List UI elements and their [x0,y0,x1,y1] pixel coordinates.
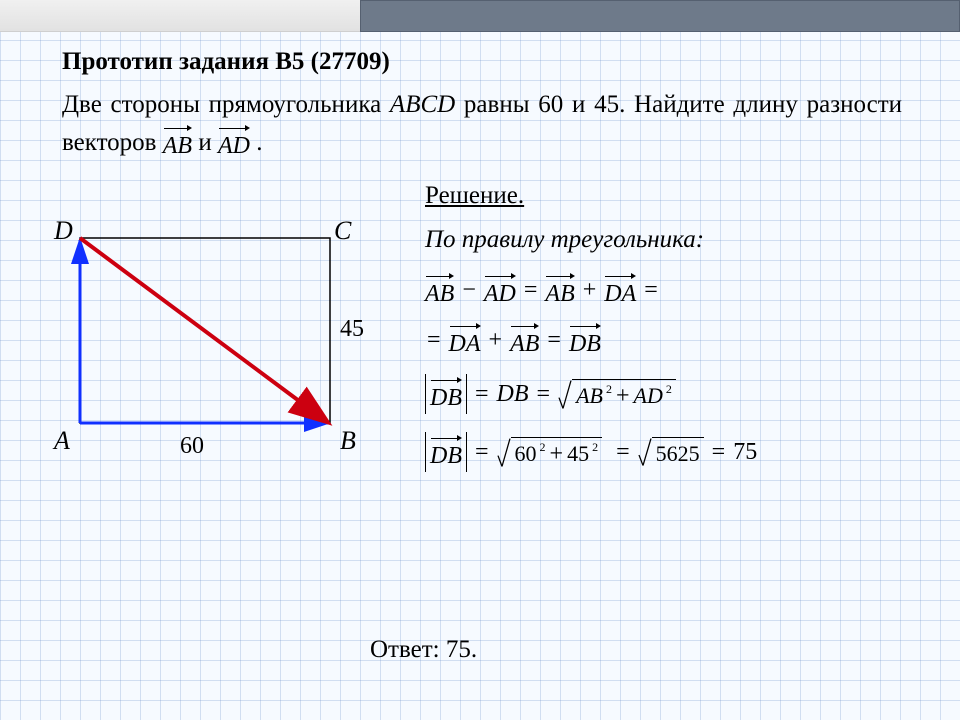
solution-heading: Решение. [425,182,925,210]
answer-line: Ответ: 75. [370,636,477,664]
label-c: C [334,216,351,246]
solution-area: Решение. По правилу треугольника: AB − A… [425,182,925,490]
abs-db-2: DB [425,432,467,472]
diagram-svg [50,208,370,478]
sqrt-result: 5625 [638,437,704,467]
content-area: Прототип задания B5 (27709) Две стороны … [62,48,902,161]
task-title: Прототип задания B5 (27709) [62,48,902,76]
equation-line-4: DB = 602 + 452 = 5625 = 75 [425,432,925,472]
sqrt-numeric: 602 + 452 [497,437,603,468]
rectangle-diagram: D C A B 45 60 [50,208,370,478]
rect-name: ABCD [390,91,455,118]
abs-db: DB [425,374,467,414]
answer-value: 75. [446,636,477,663]
vector-ab-inline: AB [163,126,192,158]
label-a: A [54,426,70,456]
equation-line-1: AB − AD = AB + DA = [425,274,925,306]
label-b: B [340,426,356,456]
problem-prefix: Две стороны прямоугольника [62,91,390,118]
sqrt-expr: AB2 + AD2 [558,379,676,410]
equation-line-2: = DA + AB = DB [425,324,925,356]
problem-conj: и [198,129,218,156]
label-d: D [54,216,73,246]
slide-header-accent [360,0,960,32]
label-side-right: 45 [340,316,364,343]
answer-label: Ответ: [370,636,446,663]
vector-ad-inline: AD [218,126,250,158]
label-side-bottom: 60 [180,433,204,460]
problem-suffix: . [256,129,262,156]
triangle-rule-text: По правилу треугольника: [425,226,925,254]
equation-line-3: DB = DB = AB2 + AD2 [425,374,925,414]
problem-text: Две стороны прямоугольника ABCD равны 60… [62,86,902,161]
